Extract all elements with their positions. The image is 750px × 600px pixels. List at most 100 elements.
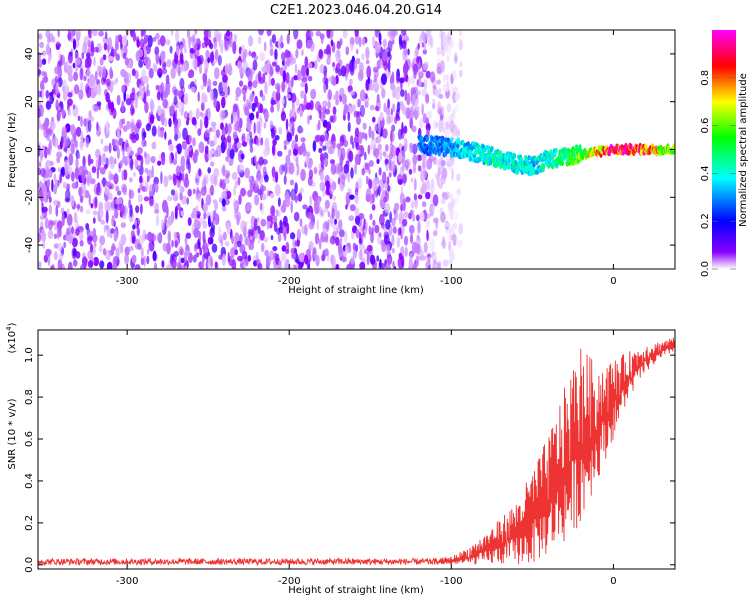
noise-blob — [180, 210, 184, 217]
noise-blob — [391, 124, 396, 132]
noise-blob — [62, 89, 67, 102]
noise-blob — [85, 223, 90, 230]
noise-blob — [62, 79, 67, 89]
noise-blob — [88, 194, 92, 206]
noise-blob — [308, 62, 313, 69]
noise-blob — [221, 96, 226, 109]
noise-blob — [418, 71, 424, 79]
noise-blob — [94, 70, 98, 81]
noise-blob — [274, 184, 281, 196]
noise-blob — [210, 185, 214, 193]
noise-blob — [137, 164, 141, 170]
noise-blob — [68, 233, 74, 245]
noise-blob — [355, 142, 360, 151]
noise-blob — [93, 56, 96, 67]
noise-blob — [194, 149, 198, 157]
y-tick-label: 1.0 — [24, 347, 35, 363]
noise-blob — [132, 171, 137, 177]
noise-blob — [305, 67, 310, 77]
noise-blob — [249, 135, 254, 148]
noise-blob — [283, 144, 287, 150]
noise-blob — [452, 86, 459, 93]
noise-blob — [356, 48, 359, 55]
noise-blob — [397, 179, 403, 185]
noise-blob — [38, 232, 42, 243]
noise-blob — [409, 75, 416, 85]
noise-blob — [259, 230, 265, 241]
noise-blob — [67, 261, 73, 269]
noise-blob — [313, 166, 318, 175]
noise-blob — [432, 230, 438, 237]
noise-blob — [400, 89, 405, 97]
signal-cell — [419, 135, 423, 141]
noise-blob — [408, 224, 415, 234]
noise-blob — [38, 90, 41, 98]
noise-blob — [46, 179, 51, 187]
noise-blob — [327, 89, 332, 101]
noise-blob — [228, 159, 234, 166]
noise-blob — [422, 64, 428, 71]
noise-blob — [440, 198, 446, 205]
noise-blob — [293, 30, 299, 40]
colorbar-ticks: 0.0 0.2 0.4 0.6 0.8 — [700, 70, 736, 277]
noise-blob — [353, 59, 358, 70]
noise-blob — [379, 258, 382, 269]
noise-blob — [276, 100, 280, 112]
noise-blob — [335, 264, 340, 269]
noise-blob — [140, 247, 144, 258]
noise-blob — [298, 252, 305, 263]
noise-blob — [42, 58, 47, 65]
noise-blob — [85, 136, 90, 148]
noise-blob — [99, 167, 106, 175]
noise-blob — [315, 254, 320, 267]
noise-blob — [174, 240, 178, 248]
noise-blob — [294, 134, 299, 143]
noise-blob — [368, 179, 372, 189]
noise-blob — [38, 58, 43, 68]
noise-blob — [179, 44, 184, 55]
noise-blob — [221, 166, 225, 176]
noise-blob — [219, 91, 225, 97]
noise-blob — [433, 259, 437, 265]
noise-blob — [335, 210, 340, 220]
noise-blob — [254, 218, 258, 231]
noise-blob — [41, 88, 45, 100]
noise-blob — [274, 48, 278, 61]
noise-blob — [168, 117, 172, 128]
signal-cell — [542, 164, 546, 170]
noise-blob — [140, 257, 145, 266]
noise-blob — [146, 175, 150, 182]
noise-blob — [403, 143, 407, 153]
noise-blob — [197, 243, 201, 250]
noise-blob — [335, 236, 340, 246]
noise-blob — [202, 203, 208, 213]
noise-blob — [390, 82, 396, 91]
noise-blob — [166, 242, 171, 255]
noise-blob — [426, 229, 429, 242]
noise-blob — [232, 41, 237, 55]
noise-blob — [343, 164, 350, 174]
noise-blob — [306, 39, 313, 49]
noise-blob — [129, 92, 136, 101]
noise-blob — [339, 38, 343, 46]
noise-blob — [79, 240, 84, 247]
noise-blob — [305, 156, 310, 166]
noise-blob — [415, 105, 420, 112]
noise-blob — [377, 135, 382, 144]
noise-blob — [93, 256, 99, 267]
noise-blob — [162, 98, 168, 109]
noise-blob — [171, 239, 174, 248]
noise-blob — [202, 230, 206, 244]
noise-blob — [186, 197, 189, 205]
noise-blob — [121, 84, 126, 94]
x-tick-label: 0 — [610, 276, 616, 287]
noise-blob — [121, 118, 126, 125]
noise-blob — [120, 222, 127, 229]
noise-blob — [188, 110, 193, 121]
noise-blob — [436, 46, 441, 56]
noise-blob — [269, 120, 274, 129]
noise-blob — [396, 101, 401, 113]
signal-cell — [496, 150, 500, 156]
noise-blob — [53, 233, 58, 239]
noise-blob — [145, 56, 151, 70]
